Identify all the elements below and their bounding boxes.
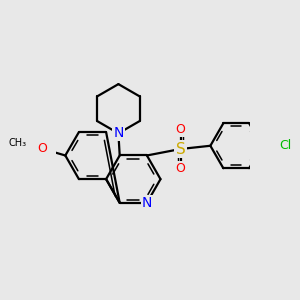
Text: CH₃: CH₃	[9, 138, 27, 148]
Text: N: N	[142, 196, 152, 210]
Text: O: O	[176, 162, 185, 175]
Text: Cl: Cl	[279, 139, 292, 152]
Text: O: O	[176, 123, 185, 136]
Text: N: N	[113, 126, 124, 140]
Text: O: O	[37, 142, 46, 155]
Text: S: S	[176, 142, 185, 157]
